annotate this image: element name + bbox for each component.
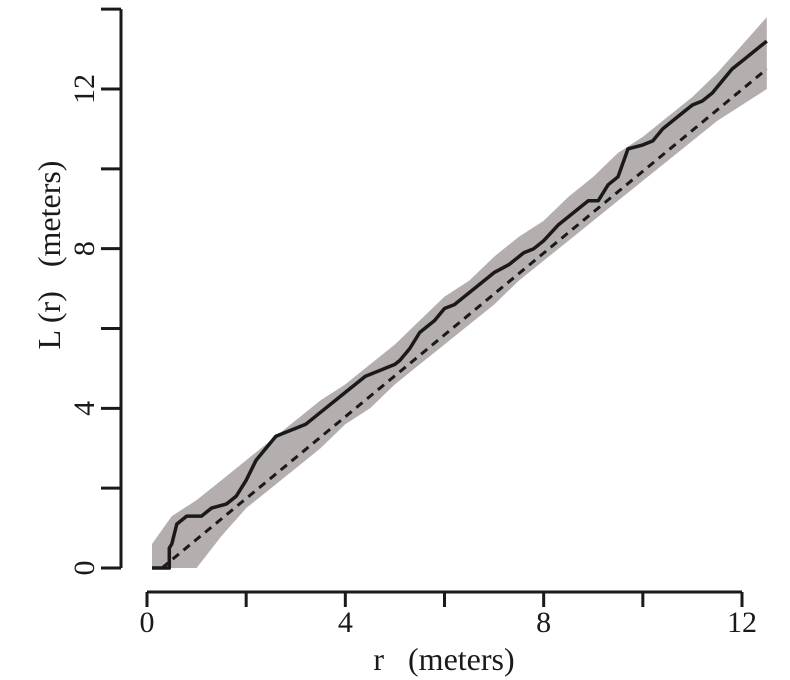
observed-line — [152, 39, 768, 570]
x-tick-label: 4 — [338, 606, 353, 639]
y-tick-label: 12 — [68, 74, 101, 104]
simulation-envelope — [152, 17, 767, 569]
x-tick-label: 0 — [140, 606, 155, 639]
y-tick-label: 8 — [68, 241, 101, 256]
y-tick-label: 4 — [68, 401, 101, 416]
x-tick-label: 8 — [536, 606, 551, 639]
x-tick-label: 12 — [727, 606, 757, 639]
x-axis-title: r (meters) — [373, 641, 514, 677]
expected-line — [160, 67, 768, 570]
y-axis-title: L (r) (meters) — [31, 161, 67, 350]
axes: 0 4 8 12 0 4 8 12 — [68, 7, 757, 639]
y-tick-label: 0 — [68, 561, 101, 576]
plot-area — [152, 17, 768, 570]
